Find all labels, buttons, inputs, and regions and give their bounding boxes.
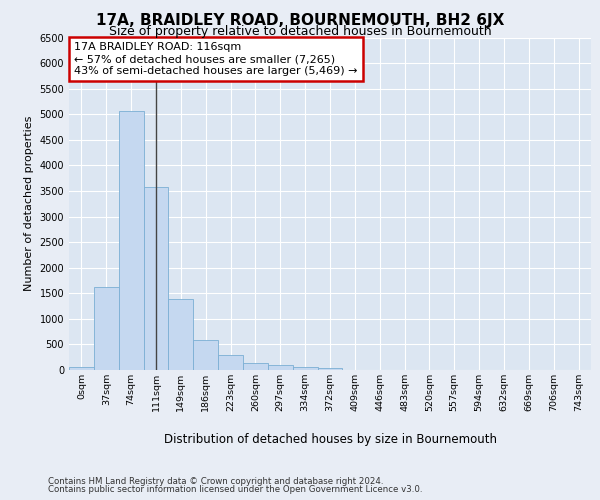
Bar: [169, 299, 193, 370]
Bar: [268, 365, 293, 370]
Y-axis label: Number of detached properties: Number of detached properties: [24, 116, 34, 292]
Bar: [317, 368, 343, 370]
Bar: [218, 355, 243, 370]
Bar: [243, 362, 268, 370]
Text: 17A, BRAIDLEY ROAD, BOURNEMOUTH, BH2 6JX: 17A, BRAIDLEY ROAD, BOURNEMOUTH, BH2 6JX: [96, 12, 504, 28]
Bar: [69, 366, 94, 370]
Bar: [119, 111, 143, 370]
Bar: [94, 286, 119, 370]
Bar: [293, 366, 317, 370]
Text: 17A BRAIDLEY ROAD: 116sqm
← 57% of detached houses are smaller (7,265)
43% of se: 17A BRAIDLEY ROAD: 116sqm ← 57% of detac…: [74, 42, 358, 76]
Bar: [143, 188, 169, 370]
Bar: [193, 340, 218, 370]
Text: Distribution of detached houses by size in Bournemouth: Distribution of detached houses by size …: [163, 432, 497, 446]
Text: Size of property relative to detached houses in Bournemouth: Size of property relative to detached ho…: [109, 25, 491, 38]
Text: Contains HM Land Registry data © Crown copyright and database right 2024.: Contains HM Land Registry data © Crown c…: [48, 477, 383, 486]
Text: Contains public sector information licensed under the Open Government Licence v3: Contains public sector information licen…: [48, 485, 422, 494]
